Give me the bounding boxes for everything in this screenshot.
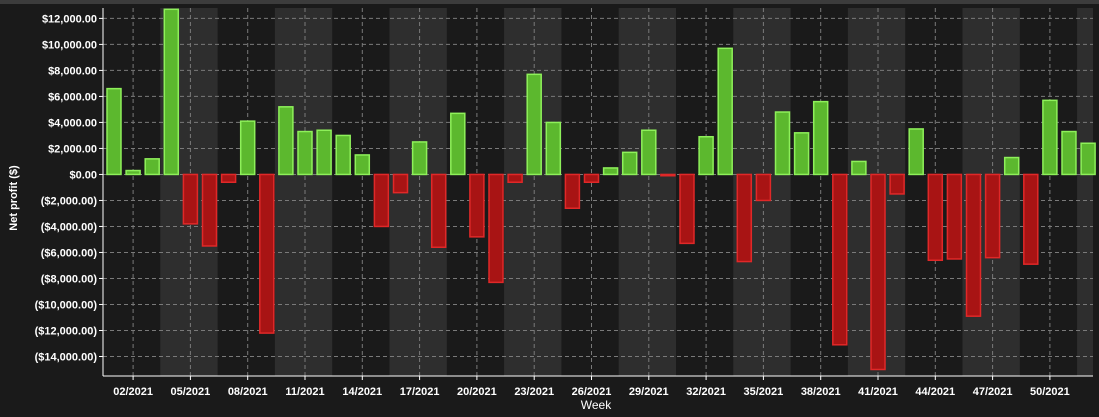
- bar: [163, 8, 180, 176]
- x-tick-label: 35/2021: [744, 386, 784, 398]
- bar: [774, 111, 791, 176]
- bar: [717, 47, 733, 176]
- bar: [526, 73, 542, 176]
- y-axis-label: Net profit ($): [8, 165, 20, 231]
- bar: [106, 87, 122, 176]
- x-tick-label: 38/2021: [801, 386, 841, 398]
- x-tick-label: 02/2021: [113, 386, 153, 398]
- x-tick-label: 41/2021: [858, 386, 898, 398]
- bar: [201, 173, 218, 247]
- y-tick-label: $4,000.00: [48, 117, 97, 129]
- bar: [660, 173, 676, 177]
- x-axis-label: Week: [581, 398, 612, 412]
- y-tick-label: $10,000.00: [42, 39, 97, 51]
- bar: [564, 173, 581, 210]
- x-tick-label: 08/2021: [228, 386, 268, 398]
- bar: [507, 173, 523, 183]
- background-band: [504, 8, 562, 376]
- bar: [984, 173, 1001, 259]
- bar: [736, 173, 753, 263]
- bar: [908, 128, 924, 176]
- x-tick-label: 26/2021: [572, 386, 612, 398]
- bar: [870, 173, 886, 371]
- bar: [698, 135, 714, 176]
- x-tick-label: 44/2021: [915, 386, 955, 398]
- x-tick-label: 20/2021: [457, 386, 497, 398]
- bar: [239, 120, 256, 176]
- bar: [392, 173, 409, 194]
- bar: [1003, 156, 1020, 176]
- y-tick-label: $2,000.00: [48, 143, 97, 155]
- bar: [621, 151, 638, 176]
- x-tick-label: 05/2021: [171, 386, 211, 398]
- x-tick-label: 32/2021: [686, 386, 726, 398]
- bar: [545, 121, 562, 176]
- bar: [1023, 173, 1039, 265]
- bar: [278, 106, 294, 176]
- bar: [335, 134, 351, 176]
- x-tick-labels: 02/2021 05/2021 08/2021 11/2021 14/2021 17/20…: [113, 386, 1070, 398]
- x-tick-label: 23/2021: [514, 386, 554, 398]
- y-tick-label: ($14,000.00): [35, 351, 98, 363]
- bar: [927, 173, 944, 262]
- y-tick-label: ($6,000.00): [41, 247, 98, 259]
- bar: [1080, 142, 1096, 176]
- bar: [602, 167, 619, 176]
- bar: [182, 173, 199, 225]
- window-top-border: [0, 0, 1099, 4]
- background-band: [618, 8, 676, 376]
- bar: [450, 112, 466, 176]
- bar: [889, 173, 905, 195]
- bar: [851, 160, 867, 176]
- bar: [411, 141, 428, 176]
- bar: [793, 132, 810, 176]
- x-tick-label: 17/2021: [400, 386, 440, 398]
- x-tick-label: 50/2021: [1030, 386, 1070, 398]
- y-tick-label: ($10,000.00): [35, 299, 98, 311]
- bar: [297, 130, 313, 176]
- background-band: [1077, 8, 1093, 376]
- background-band: [274, 8, 333, 376]
- y-tick-label: ($12,000.00): [35, 325, 98, 337]
- bar: [1061, 130, 1077, 176]
- x-tick-label: 29/2021: [629, 386, 669, 398]
- bar: [679, 173, 695, 245]
- bar: [220, 173, 237, 183]
- y-tick-label: $12,000.00: [42, 13, 97, 25]
- bar: [488, 173, 504, 284]
- x-tick-label: 11/2021: [285, 386, 324, 398]
- bar: [1042, 99, 1058, 176]
- bar: [430, 173, 447, 249]
- y-tick-label: ($8,000.00): [41, 273, 98, 285]
- bar: [125, 169, 141, 176]
- bar: [259, 173, 275, 334]
- bar: [469, 173, 485, 238]
- bar: [373, 173, 390, 228]
- y-tick-labels: $12,000.00 $10,000.00 $8,000.00 $6,000.00 $4…: [35, 13, 98, 363]
- bar: [946, 173, 963, 260]
- y-tick-label: $8,000.00: [48, 65, 97, 77]
- y-tick-label: ($2,000.00): [41, 195, 98, 207]
- bar: [965, 173, 982, 317]
- bars: [106, 8, 1096, 371]
- y-tick-label: $0.00: [69, 169, 97, 181]
- y-tick-label: ($4,000.00): [41, 221, 98, 233]
- y-tick-label: $6,000.00: [48, 91, 97, 103]
- gridlines: [103, 8, 1093, 376]
- bar: [832, 173, 848, 346]
- bar: [316, 129, 332, 176]
- x-tick-label: 14/2021: [342, 386, 382, 398]
- bar: [755, 173, 772, 202]
- bar: [583, 173, 600, 183]
- x-tick-label: 47/2021: [973, 386, 1013, 398]
- bar: [641, 129, 657, 176]
- axes: [99, 8, 1093, 380]
- bar: [812, 100, 829, 176]
- bar: [354, 154, 371, 176]
- bar: [144, 158, 160, 176]
